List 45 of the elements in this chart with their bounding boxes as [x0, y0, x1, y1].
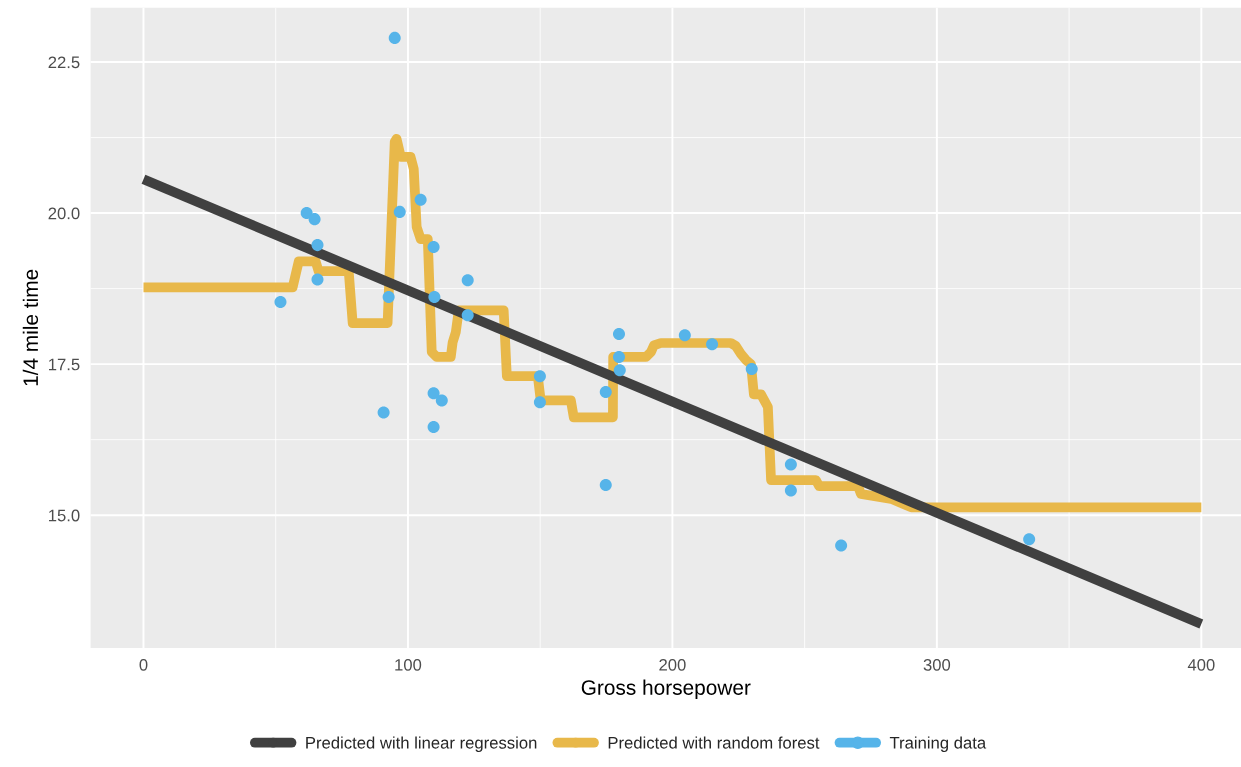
point [745, 362, 758, 375]
legend-label: Predicted with linear regression [306, 736, 537, 752]
point [533, 370, 546, 383]
point [599, 478, 612, 491]
point [612, 350, 625, 363]
x-tick-label: 100 [395, 658, 422, 671]
legend-label: Training data [889, 736, 987, 752]
x-tick-label: 400 [1187, 658, 1215, 671]
point [612, 327, 625, 340]
point [427, 240, 440, 253]
point [678, 329, 691, 342]
legend-label: Predicted with random forest [608, 736, 820, 749]
y-axis-title: 1/4 mile time [22, 269, 39, 386]
point [461, 274, 474, 287]
point [1023, 533, 1036, 546]
point [274, 295, 287, 308]
point [428, 291, 441, 304]
point [784, 458, 797, 471]
point [461, 309, 474, 322]
point [784, 484, 797, 497]
point [308, 213, 321, 226]
point [533, 396, 546, 409]
point [835, 539, 848, 552]
point [311, 239, 324, 252]
x-tick-label: 200 [659, 658, 686, 671]
point [382, 291, 395, 304]
y-tick-label: 15.0 [49, 509, 80, 522]
y-tick-label: 22.5 [48, 56, 80, 69]
point [388, 31, 401, 44]
point [613, 364, 626, 377]
x-axis-title: Gross horsepower [581, 679, 751, 700]
x-tick-label: 300 [923, 658, 951, 671]
point [435, 394, 448, 407]
y-tick-label: 20.0 [48, 207, 80, 220]
point [393, 205, 406, 218]
point [599, 385, 612, 398]
point [377, 406, 390, 419]
x-tick-label: 0 [139, 658, 148, 671]
point [427, 387, 440, 400]
point [706, 338, 719, 351]
y-tick-label: 17.5 [49, 358, 80, 371]
point [427, 420, 440, 433]
point [414, 193, 427, 206]
point [311, 273, 324, 286]
point [300, 207, 313, 220]
